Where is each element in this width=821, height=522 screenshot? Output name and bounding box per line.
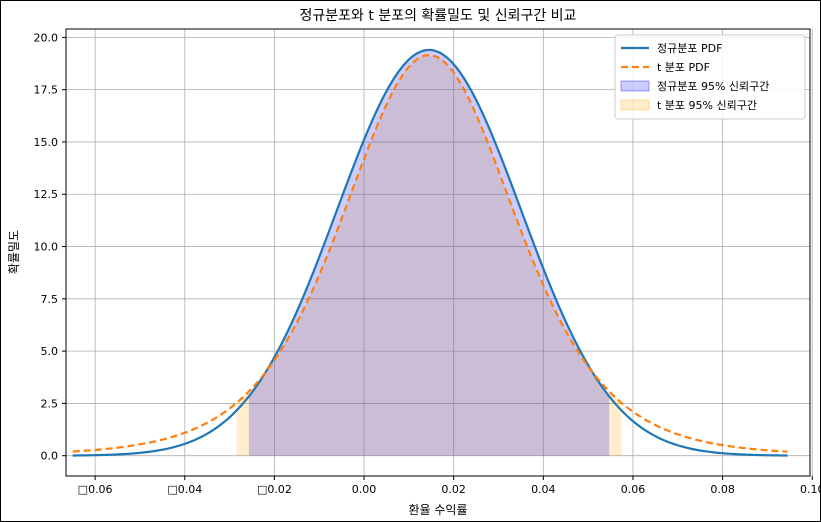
- legend-label: t 분포 PDF: [657, 61, 710, 74]
- pdf-lines: [72, 48, 788, 457]
- x-tick-label: 0.06: [621, 483, 646, 496]
- confidence-intervals: [236, 49, 622, 456]
- x-tick-label: □0.04: [167, 483, 202, 496]
- legend-normal-pdf: 정규분포 PDF: [621, 42, 722, 55]
- x-tick-label: □0.06: [78, 483, 113, 496]
- y-tick-label: 5.0: [41, 345, 59, 358]
- y-tick-label: 2.5: [41, 397, 59, 410]
- legend-label: 정규분포 95% 신뢰구간: [657, 80, 769, 93]
- legend-box: [614, 34, 806, 120]
- y-tick-label: 20.0: [34, 31, 59, 44]
- y-tick-label: 17.5: [34, 84, 59, 97]
- y-tick-label: 10.0: [34, 241, 59, 254]
- y-tick-label: 0.0: [41, 450, 59, 463]
- t-confidence-interval-area: [236, 55, 622, 456]
- x-tick-label: 0.10: [800, 483, 820, 496]
- legend-t-pdf: t 분포 PDF: [621, 61, 710, 74]
- legend-t-interval: t 분포 95% 신뢰구간: [620, 99, 757, 112]
- x-tick-label: 0.08: [710, 483, 735, 496]
- legend-swatch: [620, 80, 650, 92]
- legend-swatch: [620, 99, 650, 111]
- normal-pdf-line: [72, 48, 788, 457]
- grid-lines: [66, 29, 813, 476]
- y-tick-label: 15.0: [34, 136, 59, 149]
- legend-label: t 분포 95% 신뢰구간: [657, 99, 757, 112]
- x-tick-label: 0.00: [352, 483, 377, 496]
- legend: 정규분포 PDF t 분포 PDF 정규분포 95% 신뢰구간 t 분포 95% 신뢰…: [614, 34, 806, 120]
- x-tick-label: 0.02: [441, 483, 466, 496]
- plot-area-frame: [65, 28, 811, 477]
- y-tick-label: 12.5: [34, 188, 59, 201]
- x-axis-label: 환율 수익률: [408, 503, 467, 517]
- normal-confidence-interval-area: [248, 49, 610, 456]
- x-tick-label: 0.04: [531, 483, 556, 496]
- y-tick-label: 7.5: [41, 293, 59, 306]
- x-tick-label: □0.02: [257, 483, 292, 496]
- y-axis-label: 확률밀도: [7, 230, 21, 274]
- axis-ticks: □0.06 □0.04 □0.02 0.00 0.02 0.04 0.06 0.08 0.10 0…: [34, 31, 821, 496]
- t-pdf-line: [72, 54, 788, 453]
- chart-title: 정규분포와 t 분포의 확률밀도 및 신뢰구간 비교: [300, 8, 577, 24]
- legend-normal-interval: 정규분포 95% 신뢰구간: [620, 80, 769, 93]
- legend-label: 정규분포 PDF: [657, 42, 722, 55]
